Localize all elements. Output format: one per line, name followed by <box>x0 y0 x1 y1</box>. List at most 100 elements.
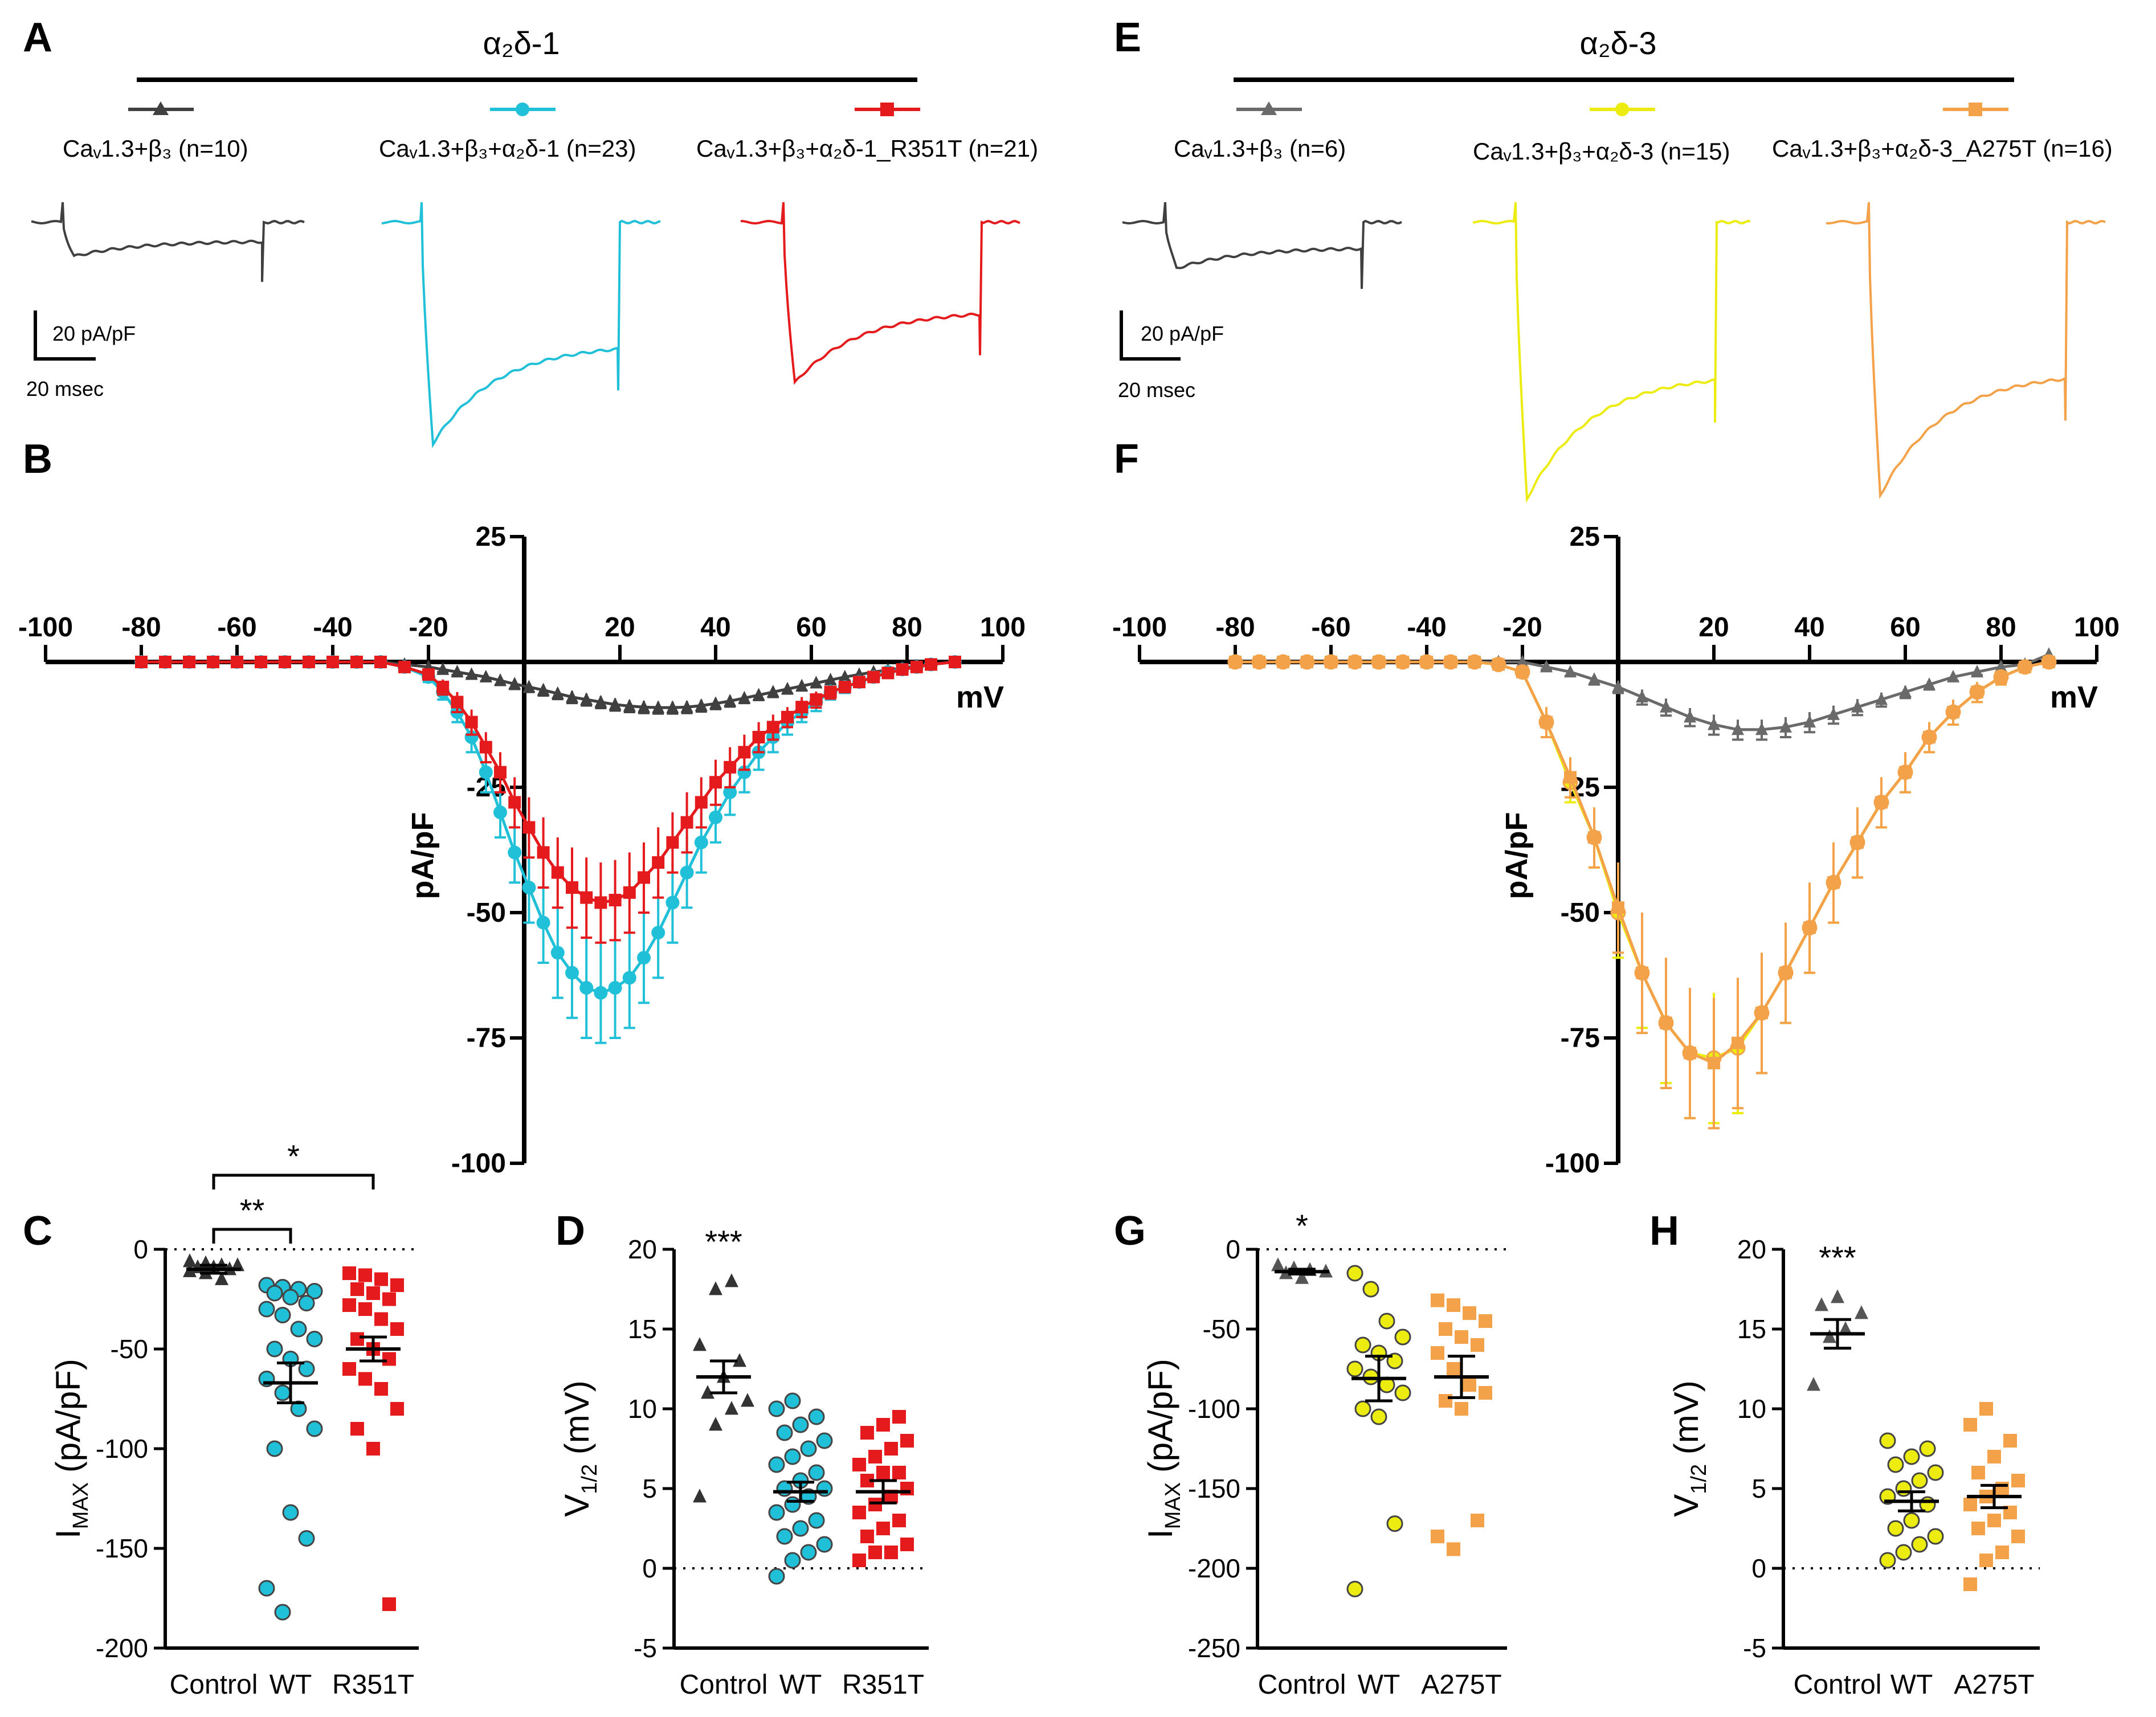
data-point-b-2 <box>752 731 765 743</box>
data-point-h-1 <box>1879 1432 1896 1449</box>
panel-label-h: H <box>1649 1208 1679 1254</box>
scatter-plot-h: 20 15 10 5 0 -5 V1/2 (mV) Control WT A275T *** <box>1667 1234 2040 1700</box>
data-point-b-2 <box>422 668 435 681</box>
data-point-b-1 <box>536 915 550 930</box>
scalebar-current-e: 20 pA/pF <box>1141 322 1224 345</box>
data-point-c-0 <box>215 1271 228 1285</box>
legend-label-wt-e: Caᵥ1.3+β₃+α₂δ-3 (n=15) <box>1473 138 1730 165</box>
y-tick-label-d: 5 <box>642 1474 657 1503</box>
data-point-b-0 <box>738 690 751 704</box>
y-tick-label-c: -50 <box>111 1334 148 1364</box>
plots: -100 -80 -60 -40 -20 20 40 60 80 10025-25-50-75-1… <box>18 522 2120 1700</box>
x-category-d: WT <box>779 1670 822 1700</box>
data-point-f-0 <box>1732 722 1744 735</box>
data-point-g-1 <box>1354 1336 1371 1354</box>
data-point-g-1 <box>1346 1265 1363 1282</box>
data-point-h-1 <box>1887 1456 1904 1473</box>
data-point-b-0 <box>766 685 779 698</box>
y-title-main-c: I <box>49 1529 87 1539</box>
y-title-main-g: I <box>1141 1529 1179 1539</box>
data-point-b-2 <box>810 693 823 706</box>
data-point-d-0 <box>693 1489 707 1503</box>
data-point-g-1 <box>1346 1580 1363 1597</box>
data-point-b-1 <box>665 896 680 910</box>
data-point-c-1 <box>274 1604 291 1621</box>
y-tick-label-c: -100 <box>96 1434 148 1463</box>
data-point-f-2 <box>1229 656 1242 668</box>
data-point-d-1 <box>808 1464 825 1481</box>
x-tick-label-b: 60 <box>796 612 826 643</box>
data-point-b-2 <box>350 656 363 668</box>
data-point-g-2 <box>1447 1362 1460 1376</box>
data-point-h-2 <box>1987 1514 2001 1527</box>
data-point-d-0 <box>709 1417 722 1431</box>
data-point-c-2 <box>350 1282 364 1296</box>
data-point-d-1 <box>768 1456 785 1473</box>
data-point-c-2 <box>350 1422 364 1436</box>
data-point-g-2 <box>1463 1306 1476 1320</box>
series-line-b-1 <box>141 660 956 995</box>
data-point-b-0 <box>638 700 650 713</box>
data-point-b-2 <box>479 741 492 754</box>
data-point-h-1 <box>1895 1480 1912 1497</box>
data-point-f-0 <box>1660 700 1672 713</box>
data-point-f-2 <box>1684 1046 1696 1060</box>
data-point-d-0 <box>709 1281 722 1295</box>
data-point-b-0 <box>781 681 794 695</box>
data-point-d-1 <box>776 1424 793 1441</box>
data-point-d-0 <box>693 1337 707 1351</box>
data-point-d-1 <box>768 1568 785 1585</box>
data-point-b-2 <box>566 881 578 894</box>
y-title-main-h: V <box>1667 1494 1705 1517</box>
legend-label-mut-e: Caᵥ1.3+β₃+α₂δ-3_A275T (n=16) <box>1772 135 2113 162</box>
x-tick-label-b: -60 <box>217 612 256 643</box>
data-point-b-0 <box>494 673 507 686</box>
data-point-g-2 <box>1439 1394 1452 1408</box>
data-point-h-0 <box>1839 1321 1852 1335</box>
data-point-g-1 <box>1386 1515 1403 1532</box>
data-point-c-2 <box>382 1292 396 1306</box>
x-tick-label-f: 60 <box>1890 612 1920 643</box>
data-point-f-2 <box>2019 660 2031 673</box>
data-point-h-2 <box>1987 1450 2001 1463</box>
y-tick-label-b: -50 <box>467 898 506 928</box>
panel-label-f: F <box>1114 436 1139 482</box>
data-point-b-2 <box>326 656 339 668</box>
group-h-1 <box>1879 1432 1944 1569</box>
data-point-b-2 <box>255 656 267 668</box>
data-point-c-2 <box>342 1362 356 1376</box>
data-point-h-0 <box>1815 1297 1828 1311</box>
trace-a-1 <box>381 202 661 448</box>
data-point-b-0 <box>810 676 823 689</box>
data-point-d-1 <box>784 1496 801 1513</box>
legend-label-control-a: Caᵥ1.3+β₃ (n=10) <box>63 135 248 162</box>
data-point-f-2 <box>1516 665 1529 678</box>
data-point-d-0 <box>725 1401 738 1415</box>
data-point-d-2 <box>852 1506 866 1519</box>
y-axis-title-d: V1/2 (mV) <box>558 1380 602 1517</box>
data-point-b-2 <box>522 821 536 834</box>
data-point-c-1 <box>258 1580 275 1597</box>
data-point-f-0 <box>1995 660 2007 673</box>
x-category-c: Control <box>170 1670 258 1700</box>
data-point-h-1 <box>1887 1520 1904 1537</box>
data-point-h-1 <box>1903 1448 1920 1465</box>
data-point-f-2 <box>1492 658 1505 671</box>
x-category-g: Control <box>1258 1670 1346 1700</box>
data-point-f-2 <box>1875 796 1888 809</box>
y-title-sub-g: MAX <box>1161 1482 1185 1529</box>
data-point-f-2 <box>1540 716 1553 729</box>
x-axis-title-b: mV <box>956 680 1004 714</box>
scatter-plot-c: 0 -50 -100 -150 -200 IMAX (pA/pF) Control WT R35… <box>49 1138 419 1700</box>
data-point-b-1 <box>680 865 694 880</box>
data-point-g-2 <box>1479 1386 1492 1400</box>
data-point-b-0 <box>652 700 665 713</box>
y-axis-title-f: pA/pF <box>1500 812 1534 900</box>
data-point-c-1 <box>274 1307 291 1323</box>
x-tick-label-f: 80 <box>1986 612 2016 643</box>
data-point-d-1 <box>776 1528 793 1545</box>
data-point-f-2 <box>1827 876 1840 889</box>
data-point-d-2 <box>860 1426 874 1440</box>
y-tick-label-b: 25 <box>476 522 506 552</box>
